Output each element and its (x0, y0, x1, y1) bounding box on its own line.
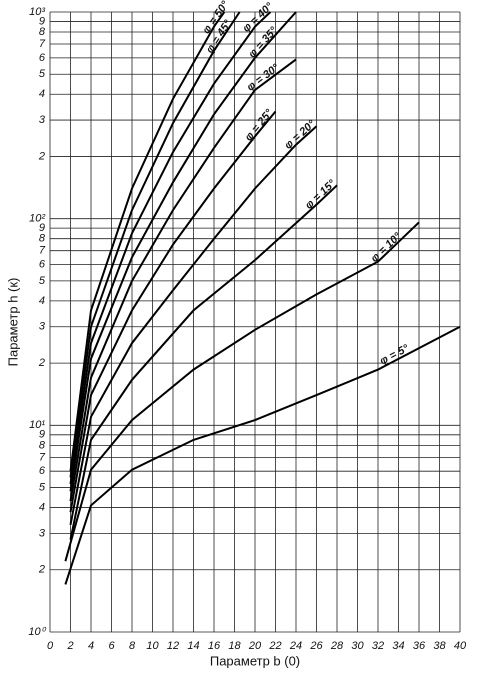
x-tick-label: 30 (351, 640, 364, 652)
x-tick-label: 34 (392, 640, 404, 652)
y-tick-label: 3 (39, 321, 46, 333)
curve (69, 11, 241, 478)
x-tick-label: 18 (228, 640, 241, 652)
x-tick-label: 14 (187, 640, 199, 652)
x-tick-label: 38 (433, 640, 446, 652)
y-tick-label: 3 (39, 527, 46, 539)
y-tick-label: 9 (39, 429, 45, 441)
x-axis-title: Параметр b (0) (210, 653, 300, 668)
y-tick-label: 10² (29, 213, 45, 225)
y-tick-label: 5 (39, 481, 46, 493)
y-tick-label: 7 (39, 245, 46, 257)
y-tick-label: 5 (39, 68, 46, 80)
curve-label: φ = 15° (303, 177, 339, 211)
x-tick-label: 12 (167, 640, 179, 652)
y-tick-label: 8 (39, 439, 46, 451)
y-axis-title: Параметр h (к) (5, 278, 20, 367)
curve (64, 221, 420, 562)
curve (69, 125, 318, 525)
x-tick-label: 8 (129, 640, 136, 652)
y-tick-label: 7 (39, 451, 46, 463)
y-tick-label: 6 (39, 258, 46, 270)
y-tick-label: 4 (39, 88, 45, 100)
x-tick-label: 32 (372, 640, 384, 652)
x-tick-label: 0 (47, 640, 54, 652)
curve (69, 11, 272, 485)
x-tick-label: 36 (413, 640, 426, 652)
x-tick-label: 26 (309, 640, 323, 652)
y-tick-label: 8 (39, 233, 46, 245)
y-tick-label: 9 (39, 222, 45, 234)
x-tick-label: 2 (66, 640, 73, 652)
curve (69, 11, 226, 472)
x-tick-label: 20 (248, 640, 262, 652)
curve (69, 11, 297, 492)
x-tick-label: 40 (454, 640, 467, 652)
y-tick-label: 7 (39, 38, 46, 50)
x-tick-label: 16 (208, 640, 221, 652)
y-tick-label: 10¹ (29, 419, 45, 431)
curve-label: φ = 30° (245, 62, 282, 94)
y-tick-label: 2 (38, 150, 45, 162)
x-tick-label: 28 (330, 640, 344, 652)
y-tick-label: 2 (38, 564, 45, 576)
curve (69, 58, 297, 502)
curve (69, 110, 277, 513)
curve-label: φ = 20° (282, 118, 318, 152)
x-tick-label: 6 (108, 640, 115, 652)
y-tick-label: 10⁰ (28, 626, 46, 638)
y-tick-label: 4 (39, 501, 45, 513)
y-tick-label: 4 (39, 295, 45, 307)
curve-label: φ = 25° (243, 107, 276, 144)
x-tick-label: 22 (268, 640, 281, 652)
y-tick-label: 5 (39, 275, 46, 287)
x-tick-label: 10 (146, 640, 159, 652)
curve (69, 184, 338, 540)
y-tick-label: 10³ (29, 6, 45, 18)
y-tick-label: 9 (39, 15, 45, 27)
x-tick-label: 4 (88, 640, 94, 652)
y-tick-label: 2 (38, 357, 45, 369)
y-tick-label: 6 (39, 52, 46, 64)
x-tick-label: 24 (289, 640, 302, 652)
y-tick-label: 8 (39, 26, 46, 38)
curve (64, 325, 461, 585)
y-tick-label: 6 (39, 465, 46, 477)
curve-label: φ = 5° (378, 342, 411, 367)
y-tick-label: 3 (39, 114, 46, 126)
